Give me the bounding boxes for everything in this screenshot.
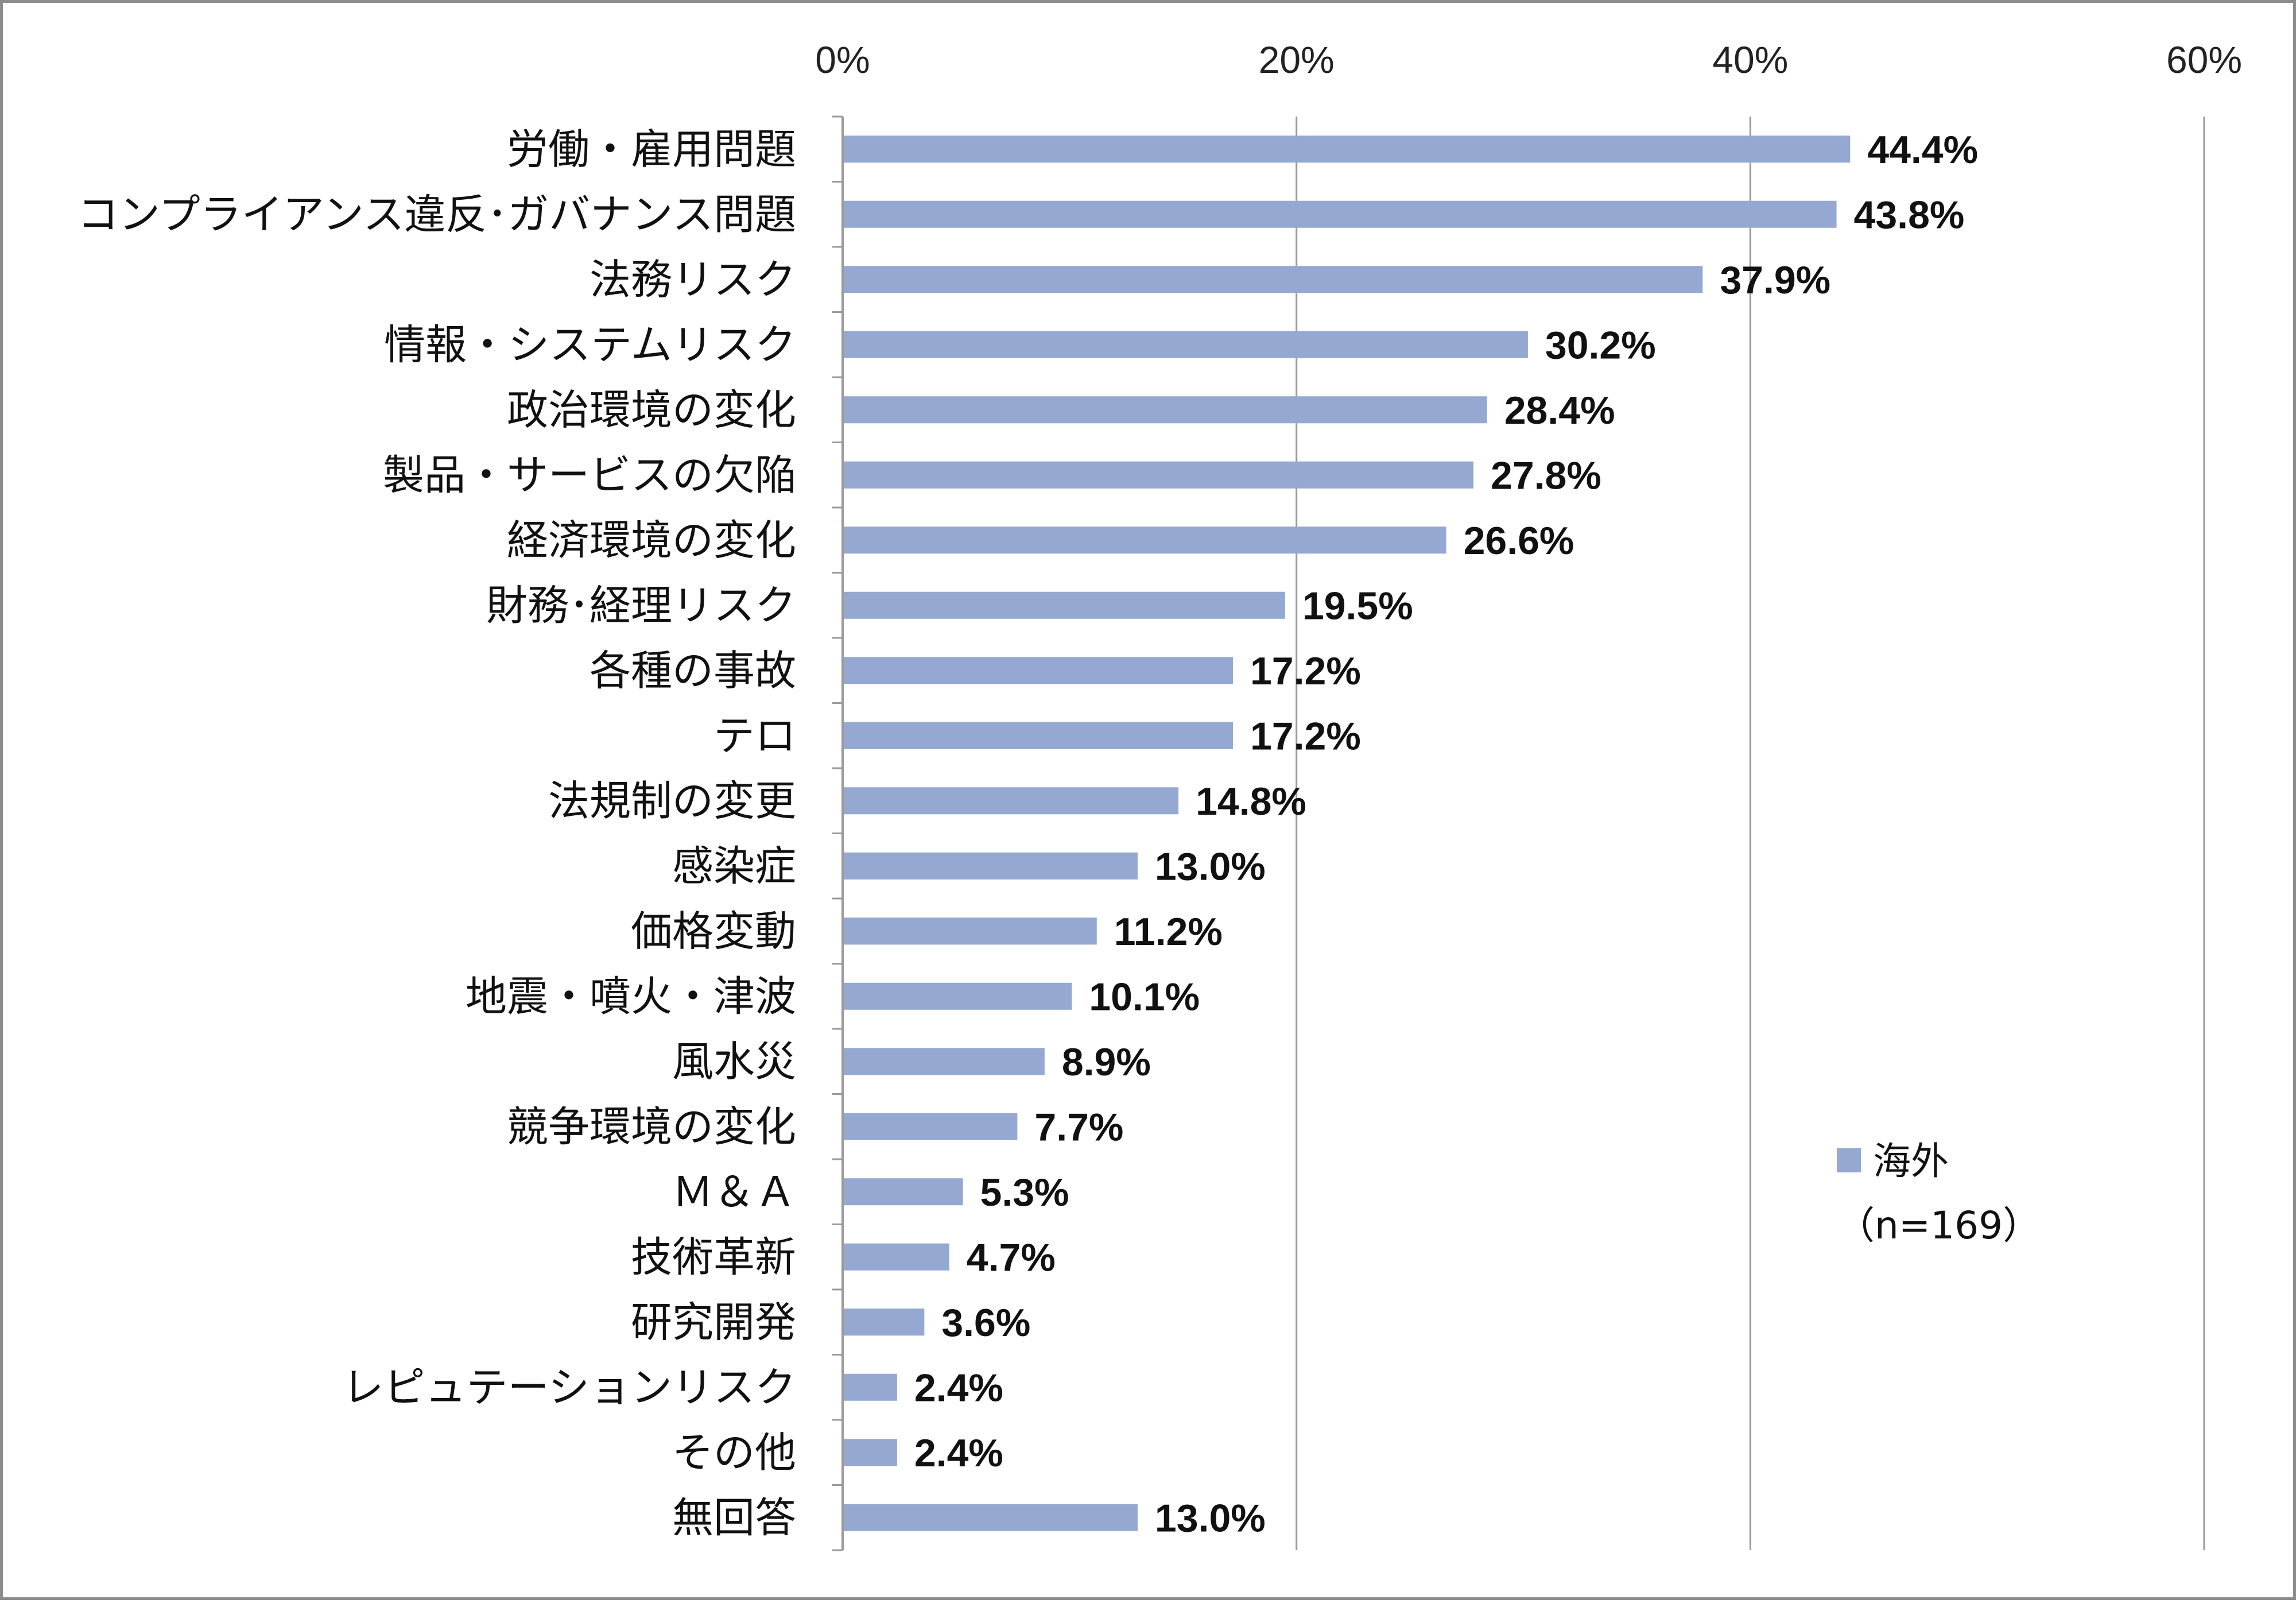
bar <box>844 461 1474 489</box>
data-label: 7.7% <box>1034 1105 1123 1149</box>
category-label: テロ <box>713 711 796 760</box>
data-label: 28.4% <box>1504 389 1615 432</box>
data-label: 2.4% <box>914 1366 1003 1410</box>
legend-label: 海外 <box>1873 1139 1949 1183</box>
data-label: 13.0% <box>1155 845 1266 888</box>
data-label: 44.4% <box>1867 128 1978 172</box>
category-label: 労働・雇用問題 <box>507 125 796 173</box>
bar <box>844 266 1703 293</box>
bar <box>844 1308 925 1336</box>
bar <box>844 135 1851 163</box>
data-label: 17.2% <box>1250 649 1361 693</box>
category-label: 感染症 <box>672 842 796 890</box>
x-axis-ticks: 0% 20% 40% 60% <box>815 38 2242 81</box>
data-label: 3.6% <box>941 1301 1030 1345</box>
category-label: 政治環境の変化 <box>507 386 796 434</box>
legend-swatch <box>1837 1148 1861 1172</box>
bar <box>844 787 1179 815</box>
category-labels: 労働・雇用問題コンプライアンス違反･ガバナンス問題法務リスク情報・システムリスク… <box>77 125 796 1542</box>
bar <box>844 917 1097 945</box>
bar <box>844 1373 897 1401</box>
data-label: 27.8% <box>1491 454 1601 497</box>
bar <box>844 526 1446 554</box>
horizontal-bar-chart: 0% 20% 40% 60% 労働・雇用問題コンプライアンス違反･ガバナンス問題法務リ… <box>77 38 2242 1551</box>
data-label: 17.2% <box>1250 714 1361 758</box>
category-label: 風水災 <box>672 1037 796 1086</box>
category-label: 地震・噴火・津波 <box>466 972 796 1020</box>
category-label: 各種の事故 <box>589 646 796 695</box>
data-label: 37.9% <box>1720 258 1830 302</box>
category-axis <box>832 115 844 1551</box>
bar <box>844 1439 897 1466</box>
category-label: 法規制の変更 <box>548 777 796 825</box>
bar <box>844 1113 1018 1140</box>
category-label: 経済環境の変化 <box>507 516 796 564</box>
legend-note: （n=169） <box>1837 1203 2041 1248</box>
category-label: 競争環境の変化 <box>507 1102 796 1151</box>
data-label: 4.7% <box>967 1236 1056 1279</box>
data-label: 8.9% <box>1062 1040 1151 1084</box>
data-label: 43.8% <box>1854 193 1965 237</box>
data-label: 11.2% <box>1114 910 1223 954</box>
category-label: 価格変動 <box>631 907 796 955</box>
bar <box>844 396 1487 424</box>
category-label: 製品・サービスの欠陥 <box>383 451 796 499</box>
bar <box>844 1243 949 1271</box>
data-labels: 44.4% 43.8% 37.9% 30.2% 28.4% 27.8% 26.6% 19.5%… <box>914 128 1978 1540</box>
data-label: 26.6% <box>1464 519 1574 563</box>
bar <box>844 591 1285 619</box>
bar <box>844 1048 1045 1075</box>
x-tick-label: 60% <box>2166 38 2242 81</box>
data-label: 5.3% <box>980 1171 1069 1214</box>
category-label: 法務リスク <box>589 255 796 304</box>
category-label: レピュテーションリスク <box>342 1363 796 1411</box>
bar <box>844 200 1837 228</box>
bar <box>844 852 1138 880</box>
bar <box>844 722 1233 749</box>
category-label: 無回答 <box>672 1493 796 1542</box>
x-tick-label: 40% <box>1712 38 1788 81</box>
category-label: その他 <box>672 1428 796 1477</box>
category-label: 情報・システムリスク <box>384 320 796 369</box>
bar <box>844 982 1072 1010</box>
category-label: 財務･経理リスク <box>486 581 796 629</box>
category-label: 研究開発 <box>631 1298 796 1346</box>
data-label: 13.0% <box>1155 1496 1266 1540</box>
data-label: 2.4% <box>914 1431 1003 1475</box>
bar <box>844 1504 1138 1531</box>
bar <box>844 657 1233 684</box>
bars <box>844 135 1851 1531</box>
category-label: コンプライアンス違反･ガバナンス問題 <box>77 190 796 238</box>
legend: 海外 （n=169） <box>1837 1139 2041 1248</box>
data-label: 14.8% <box>1196 780 1306 823</box>
data-label: 30.2% <box>1545 323 1656 367</box>
data-label: 19.5% <box>1302 584 1413 628</box>
bar <box>844 1178 963 1206</box>
x-tick-label: 0% <box>815 38 870 81</box>
category-label: 技術革新 <box>631 1233 796 1281</box>
bar <box>844 331 1528 358</box>
x-tick-label: 20% <box>1259 38 1335 81</box>
data-label: 10.1% <box>1089 975 1200 1019</box>
category-label: Ｍ＆Ａ <box>672 1168 796 1216</box>
